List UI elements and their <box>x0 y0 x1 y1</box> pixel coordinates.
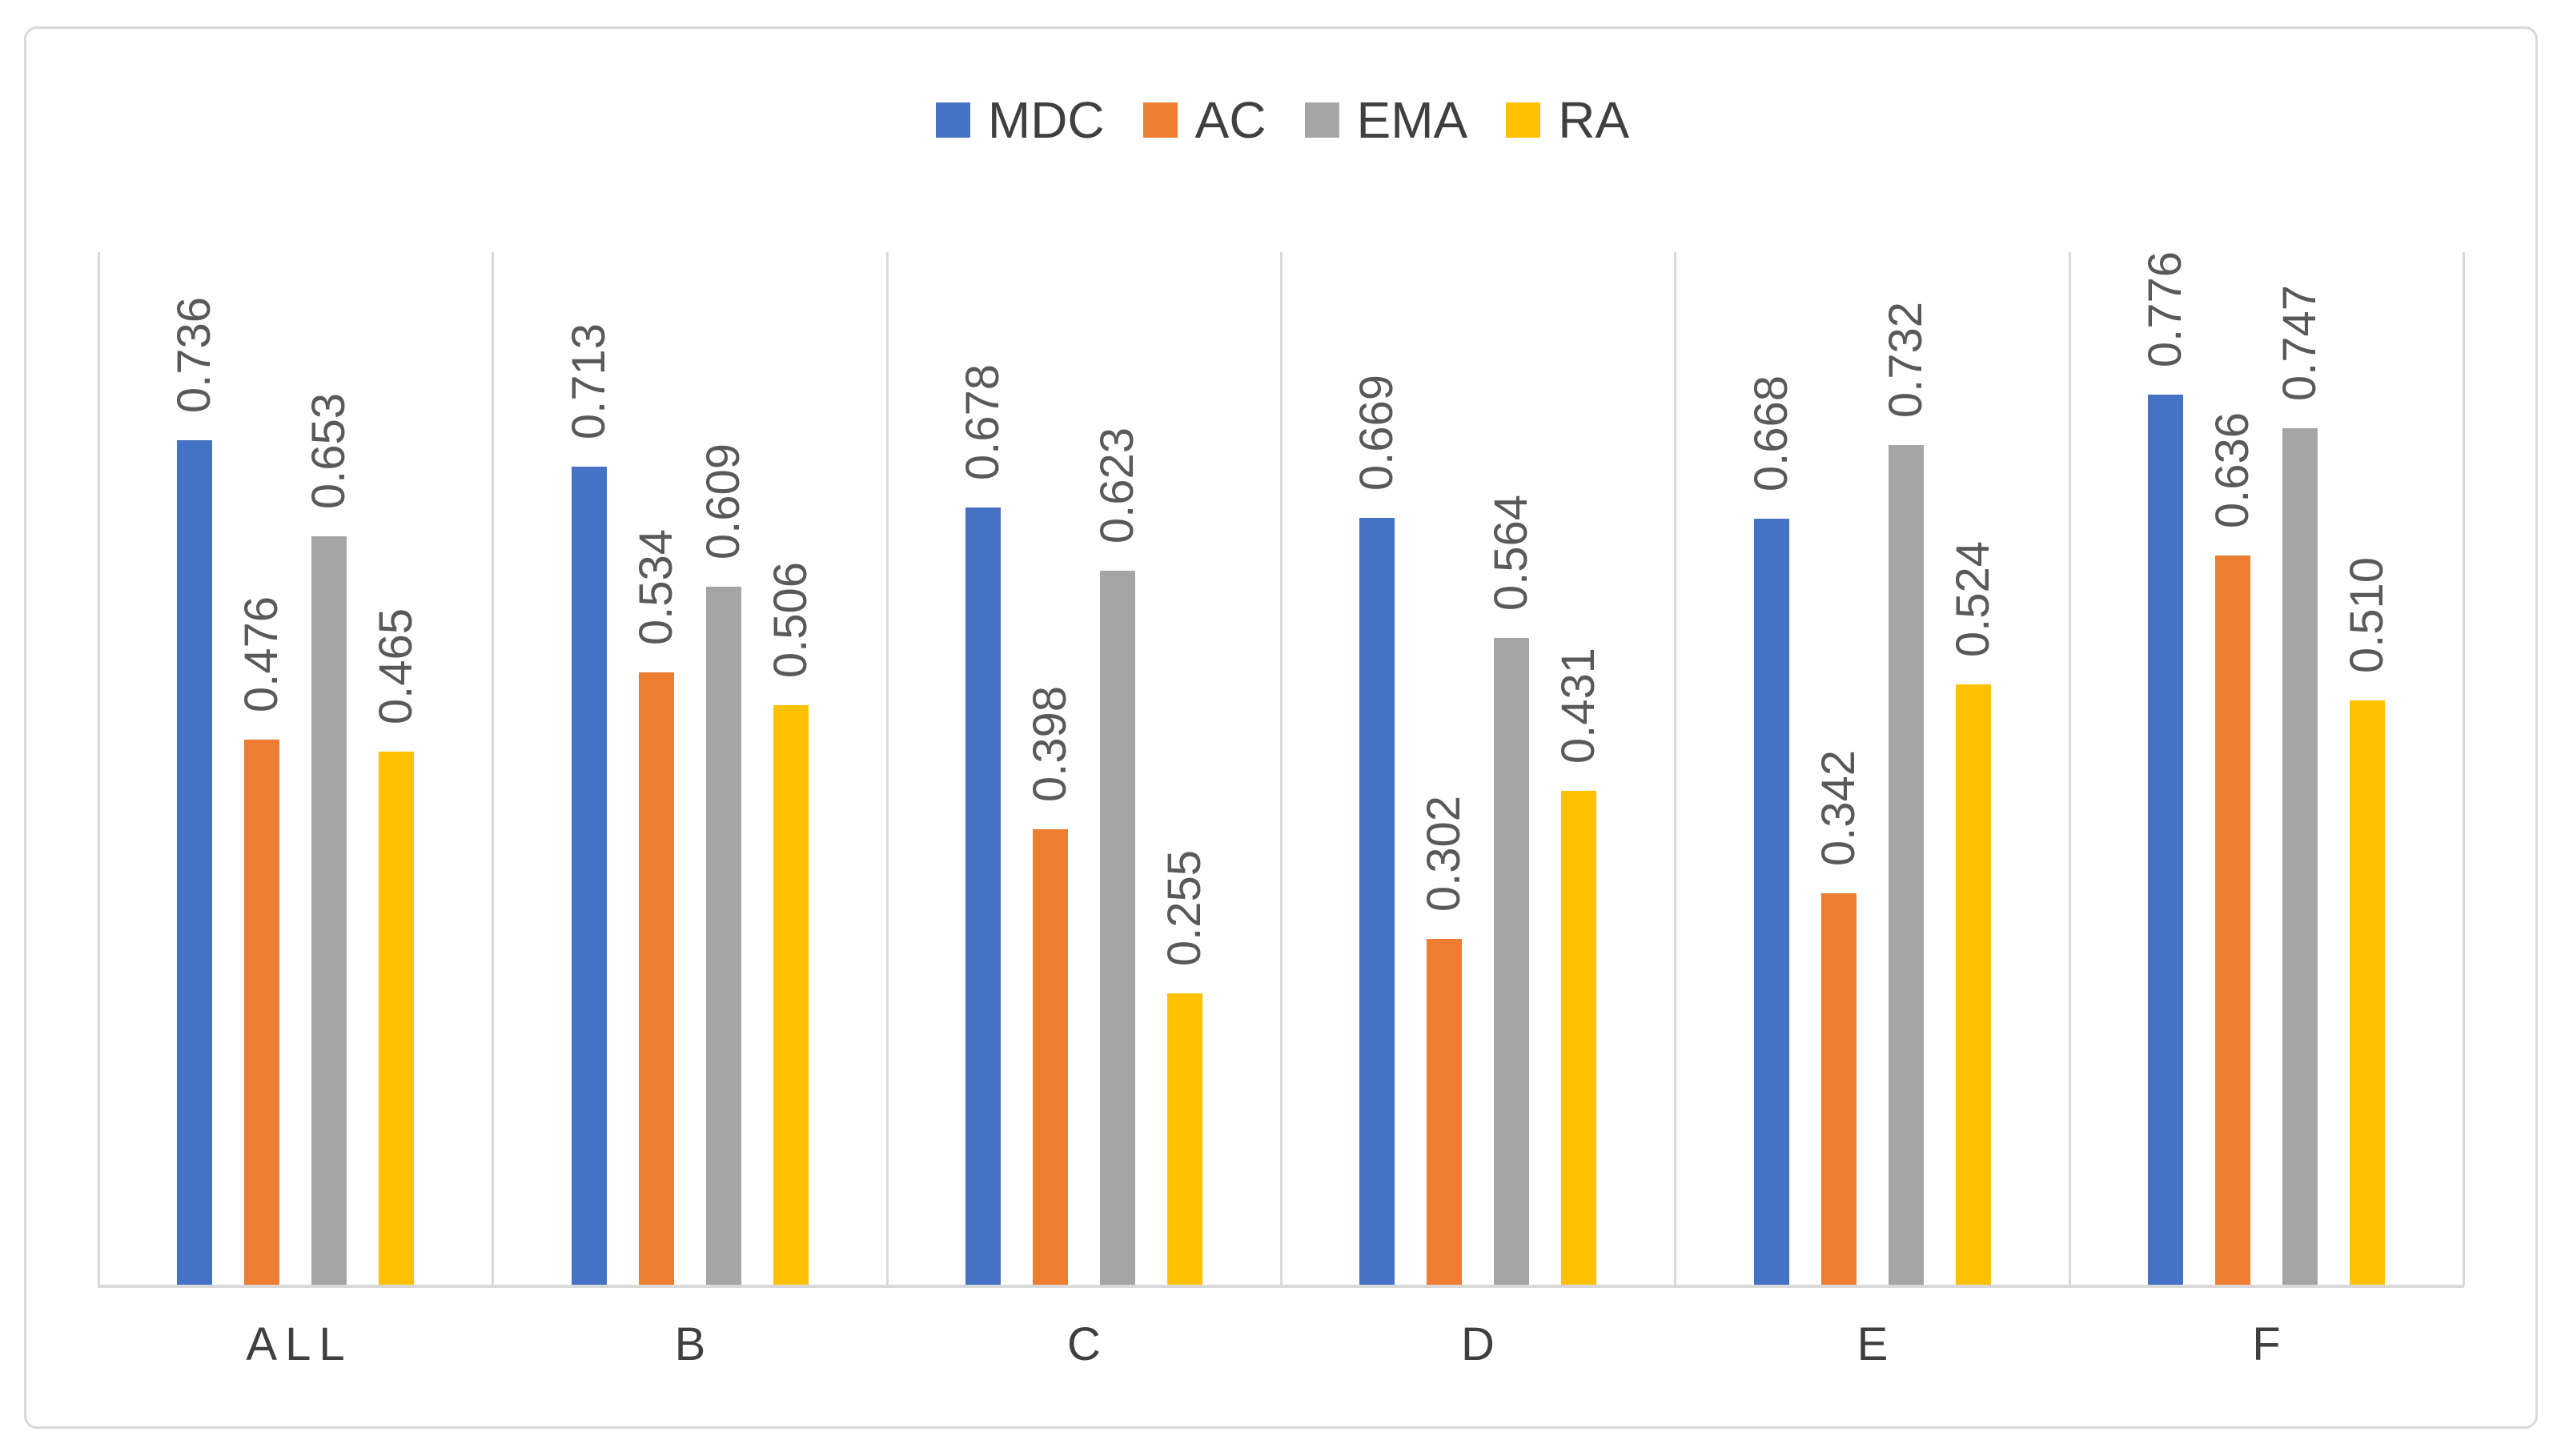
legend-label-EMA: EMA <box>1356 91 1468 149</box>
value-label-AC-D: 0.302 <box>1418 795 1470 912</box>
value-label-EMA-B: 0.609 <box>697 443 749 560</box>
category-separator-gridline <box>98 252 100 1286</box>
value-label-MDC-ALL: 0.736 <box>168 296 220 413</box>
value-label-MDC-D: 0.669 <box>1351 374 1403 491</box>
category-label-ALL: ALL <box>246 1318 353 1370</box>
legend-label-MDC: MDC <box>987 91 1105 149</box>
x-axis-line <box>98 1285 2464 1288</box>
value-label-AC-ALL: 0.476 <box>235 596 287 712</box>
bar-EMA-D <box>1494 638 1529 1286</box>
bar-RA-B <box>773 705 809 1286</box>
plot-area: 0.736 0.713 0.678 0.669 0.668 0.776 0.476 0.534… <box>98 251 2465 1288</box>
bar-EMA-F <box>2282 428 2318 1286</box>
bar-AC-ALL <box>244 740 279 1286</box>
category-label-E: E <box>1857 1318 1897 1370</box>
value-label-RA-C: 0.255 <box>1158 849 1210 966</box>
value-label-EMA-ALL: 0.653 <box>303 392 355 509</box>
bar-AC-B <box>639 672 674 1286</box>
legend-item-MDC: MDC <box>935 91 1105 149</box>
bar-MDC-E <box>1754 519 1789 1286</box>
legend: MDC AC EMA RA <box>0 94 2565 146</box>
value-label-EMA-E: 0.732 <box>1880 301 1932 418</box>
category-separator-gridline <box>1674 252 1676 1286</box>
category-label-C: C <box>1067 1318 1109 1370</box>
value-label-MDC-E: 0.668 <box>1745 375 1797 491</box>
value-label-AC-F: 0.636 <box>2206 411 2258 528</box>
bar-AC-C <box>1033 829 1068 1286</box>
legend-swatch-icon-EMA <box>1304 102 1339 138</box>
bar-MDC-ALL <box>177 440 212 1286</box>
value-label-EMA-F: 0.747 <box>2274 284 2326 401</box>
category-separator-gridline <box>2463 252 2465 1286</box>
category-label-D: D <box>1461 1318 1503 1370</box>
bar-EMA-ALL <box>311 536 347 1286</box>
bar-AC-D <box>1427 939 1462 1286</box>
bar-MDC-F <box>2148 395 2183 1286</box>
bar-MDC-B <box>572 467 607 1286</box>
value-label-AC-C: 0.398 <box>1024 685 1076 802</box>
legend-item-EMA: EMA <box>1304 91 1468 149</box>
bar-EMA-E <box>1889 445 1924 1286</box>
legend-swatch-icon-RA <box>1506 102 1541 138</box>
value-label-MDC-F: 0.776 <box>2139 251 2191 367</box>
value-label-AC-E: 0.342 <box>1812 749 1865 866</box>
bar-RA-E <box>1956 684 1991 1286</box>
category-axis: ALL B C D E F <box>98 1319 2463 1391</box>
legend-swatch-icon-AC <box>1142 102 1178 138</box>
bar-RA-C <box>1167 993 1202 1286</box>
value-label-RA-F: 0.510 <box>2341 556 2393 673</box>
bar-MDC-C <box>965 507 1001 1286</box>
value-label-AC-B: 0.534 <box>630 528 682 645</box>
bar-RA-D <box>1561 791 1596 1286</box>
value-label-RA-E: 0.524 <box>1947 540 1999 657</box>
value-label-EMA-C: 0.623 <box>1091 427 1143 543</box>
bar-RA-ALL <box>379 752 414 1286</box>
category-label-B: B <box>674 1318 714 1370</box>
category-label-F: F <box>2252 1318 2289 1370</box>
legend-swatch-icon-MDC <box>935 102 970 138</box>
legend-item-RA: RA <box>1506 94 1629 146</box>
bar-MDC-D <box>1359 518 1395 1286</box>
value-label-RA-D: 0.431 <box>1552 647 1604 764</box>
bar-AC-F <box>2215 556 2250 1286</box>
value-label-MDC-B: 0.713 <box>563 323 615 439</box>
category-separator-gridline <box>2069 252 2071 1286</box>
category-separator-gridline <box>886 252 889 1286</box>
value-label-EMA-D: 0.564 <box>1485 494 1537 611</box>
bar-EMA-B <box>706 587 741 1286</box>
legend-label-RA: RA <box>1558 91 1630 149</box>
legend-label-AC: AC <box>1194 91 1266 149</box>
value-label-RA-ALL: 0.465 <box>370 608 422 724</box>
category-separator-gridline <box>492 252 494 1286</box>
value-label-MDC-C: 0.678 <box>957 363 1009 480</box>
legend-item-AC: AC <box>1142 91 1266 149</box>
bar-RA-F <box>2350 700 2385 1286</box>
category-separator-gridline <box>1280 252 1282 1286</box>
bar-EMA-C <box>1100 571 1135 1286</box>
value-label-RA-B: 0.506 <box>765 561 817 678</box>
bar-AC-E <box>1821 893 1857 1286</box>
